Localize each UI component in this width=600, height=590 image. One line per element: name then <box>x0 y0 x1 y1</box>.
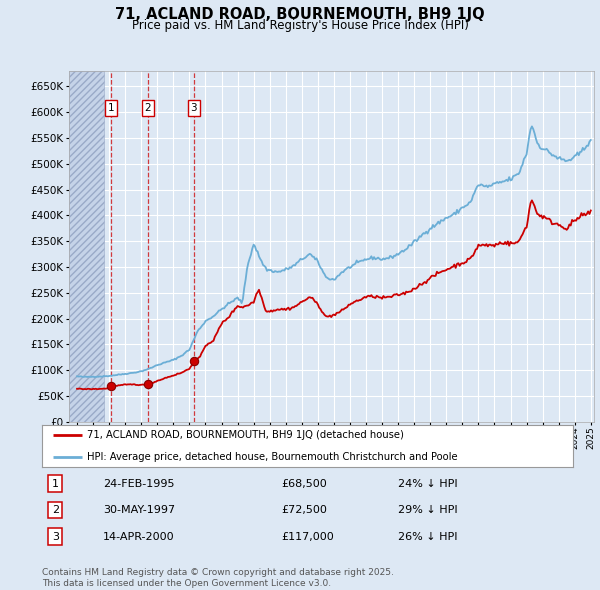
Text: 24% ↓ HPI: 24% ↓ HPI <box>398 478 457 489</box>
Text: 1: 1 <box>108 103 115 113</box>
Text: 71, ACLAND ROAD, BOURNEMOUTH, BH9 1JQ: 71, ACLAND ROAD, BOURNEMOUTH, BH9 1JQ <box>115 7 485 22</box>
Text: 29% ↓ HPI: 29% ↓ HPI <box>398 505 457 515</box>
Text: 30-MAY-1997: 30-MAY-1997 <box>103 505 175 515</box>
Text: 1: 1 <box>52 478 59 489</box>
Text: 3: 3 <box>191 103 197 113</box>
Text: 2: 2 <box>145 103 151 113</box>
Text: 24-FEB-1995: 24-FEB-1995 <box>103 478 175 489</box>
Text: HPI: Average price, detached house, Bournemouth Christchurch and Poole: HPI: Average price, detached house, Bour… <box>87 452 458 461</box>
Text: 14-APR-2000: 14-APR-2000 <box>103 532 175 542</box>
Text: Contains HM Land Registry data © Crown copyright and database right 2025.
This d: Contains HM Land Registry data © Crown c… <box>42 568 394 588</box>
Text: 3: 3 <box>52 532 59 542</box>
Text: £117,000: £117,000 <box>281 532 334 542</box>
Text: £68,500: £68,500 <box>281 478 327 489</box>
Text: £72,500: £72,500 <box>281 505 327 515</box>
Bar <box>69 71 104 422</box>
Text: 2: 2 <box>52 505 59 515</box>
Text: 71, ACLAND ROAD, BOURNEMOUTH, BH9 1JQ (detached house): 71, ACLAND ROAD, BOURNEMOUTH, BH9 1JQ (d… <box>87 431 404 440</box>
Text: Price paid vs. HM Land Registry's House Price Index (HPI): Price paid vs. HM Land Registry's House … <box>131 19 469 32</box>
Text: 26% ↓ HPI: 26% ↓ HPI <box>398 532 457 542</box>
